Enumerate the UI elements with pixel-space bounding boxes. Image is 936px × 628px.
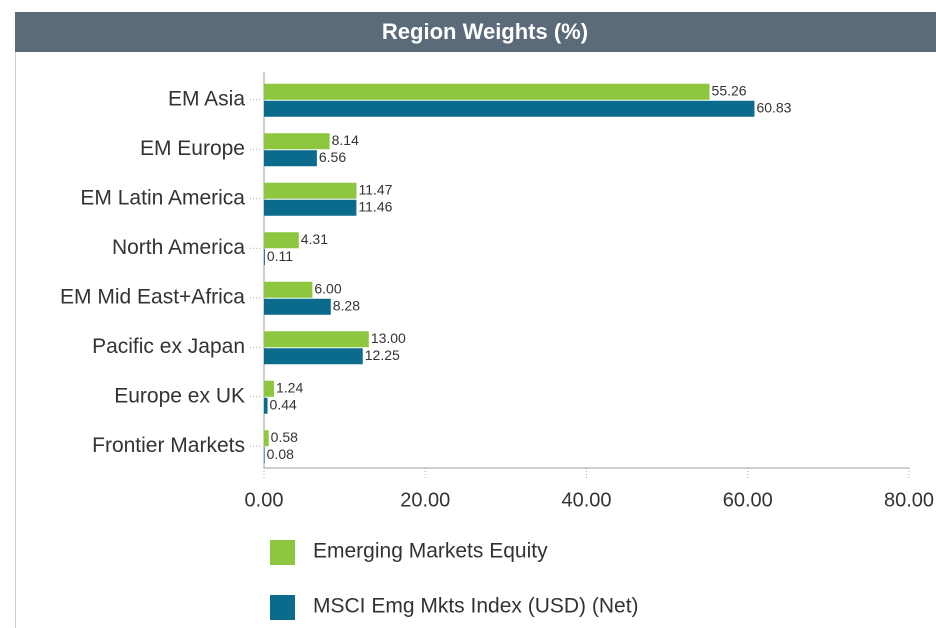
value-label: 6.56 bbox=[319, 149, 346, 165]
value-label: 0.11 bbox=[267, 248, 293, 264]
value-label: 60.83 bbox=[756, 99, 791, 115]
x-tick-label: 0.00 bbox=[245, 489, 284, 511]
bar bbox=[264, 298, 331, 315]
title-bar bbox=[15, 12, 936, 52]
category-label: EM Asia bbox=[168, 87, 245, 110]
bar bbox=[264, 447, 265, 464]
legend-label: Emerging Markets Equity bbox=[313, 540, 548, 563]
value-label: 6.00 bbox=[314, 280, 341, 296]
bar bbox=[264, 83, 710, 100]
category-label: EM Mid East+Africa bbox=[60, 285, 245, 308]
legend-swatch bbox=[270, 540, 295, 565]
x-tick-label: 80.00 bbox=[884, 489, 934, 511]
bar bbox=[264, 133, 330, 150]
x-tick-label: 60.00 bbox=[723, 489, 773, 511]
chart-title: Region Weights (%) bbox=[382, 19, 588, 44]
x-tick-label: 20.00 bbox=[400, 489, 450, 511]
category-label: Europe ex UK bbox=[114, 384, 245, 407]
value-label: 1.24 bbox=[276, 379, 303, 395]
bar bbox=[264, 150, 317, 167]
value-label: 55.26 bbox=[712, 82, 747, 98]
value-label: 8.28 bbox=[333, 297, 360, 313]
bar bbox=[264, 232, 299, 249]
value-label: 0.08 bbox=[267, 446, 294, 462]
bar bbox=[264, 430, 269, 447]
x-tick-label: 40.00 bbox=[561, 489, 611, 511]
value-label: 11.47 bbox=[358, 181, 392, 197]
category-label: EM Europe bbox=[140, 137, 245, 160]
value-label: 13.00 bbox=[371, 330, 406, 346]
bar bbox=[264, 199, 357, 216]
value-label: 0.58 bbox=[271, 429, 298, 445]
category-label: North America bbox=[112, 236, 245, 259]
category-label: Frontier Markets bbox=[92, 434, 245, 457]
value-label: 11.46 bbox=[358, 198, 392, 214]
legend-label: MSCI Emg Mkts Index (USD) (Net) bbox=[313, 595, 639, 618]
category-label: EM Latin America bbox=[80, 186, 245, 209]
value-label: 4.31 bbox=[301, 231, 328, 247]
bar bbox=[264, 249, 265, 266]
value-label: 0.44 bbox=[270, 396, 297, 412]
legend-swatch bbox=[270, 595, 295, 620]
bar bbox=[264, 348, 363, 365]
bar bbox=[264, 182, 357, 199]
bar bbox=[264, 397, 268, 414]
category-label: Pacific ex Japan bbox=[92, 335, 245, 358]
value-label: 8.14 bbox=[332, 132, 359, 148]
bar bbox=[264, 281, 313, 298]
bar bbox=[264, 100, 755, 117]
bar bbox=[264, 380, 274, 397]
bar bbox=[264, 331, 369, 348]
value-label: 12.25 bbox=[365, 347, 400, 363]
